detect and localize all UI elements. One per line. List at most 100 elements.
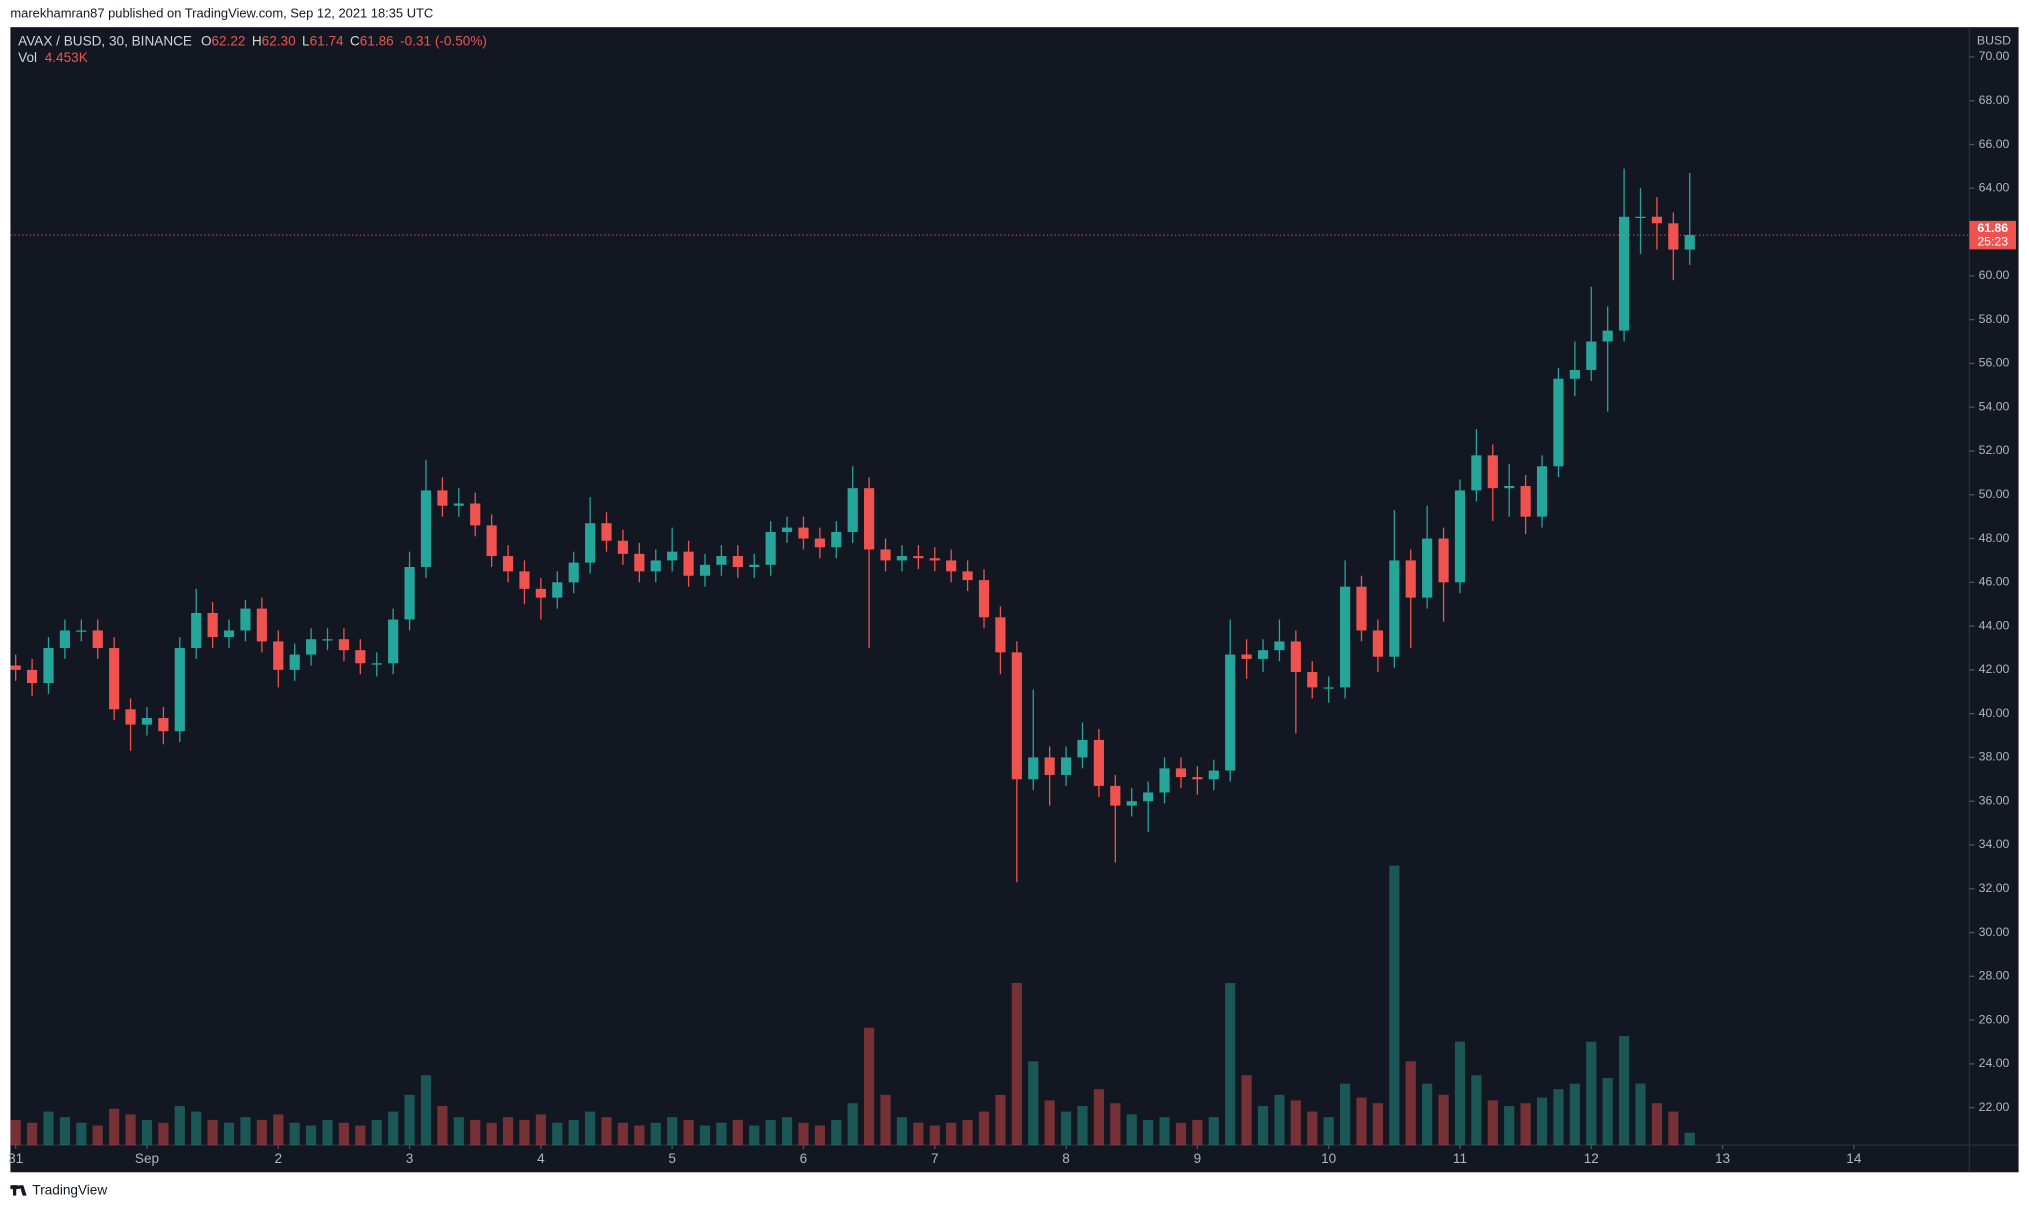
logo-shape: [17, 1185, 21, 1189]
candle-body: [962, 571, 973, 581]
volume-bar: [338, 1122, 350, 1146]
candle-body: [1323, 687, 1334, 689]
volume-bar: [486, 1122, 497, 1146]
legend-value: 62.22: [212, 33, 246, 48]
candle-body: [355, 650, 366, 664]
volume-bar: [1028, 1061, 1039, 1146]
volume-bar: [601, 1117, 612, 1146]
volume-bar: [667, 1117, 678, 1146]
candle-body: [585, 523, 596, 563]
volume-bar: [306, 1125, 317, 1146]
candle-body: [1159, 768, 1170, 793]
y-tick-label: 52.00: [1979, 443, 2010, 457]
legend-key: O: [201, 33, 212, 48]
volume-bar: [683, 1119, 694, 1146]
x-tick-label: 6: [800, 1151, 808, 1166]
candle-body: [1536, 466, 1548, 517]
volume-bar: [1290, 1100, 1301, 1146]
volume-bar: [1553, 1089, 1564, 1146]
candle-body: [1208, 770, 1219, 780]
volume-bar: [962, 1119, 973, 1146]
volume-bar: [1504, 1105, 1515, 1146]
volume-bar: [76, 1122, 87, 1146]
volume-bar: [1126, 1114, 1137, 1146]
candle-body: [1586, 341, 1597, 370]
volume-bar: [1274, 1094, 1285, 1146]
candle-body: [306, 639, 317, 655]
volume-bar: [1405, 1061, 1416, 1146]
candle-body: [125, 709, 136, 725]
candle-body: [831, 531, 842, 548]
volume-bar: [470, 1119, 481, 1146]
candle-body: [864, 488, 875, 550]
volume-bar: [946, 1122, 957, 1146]
volume-bar: [1339, 1083, 1351, 1146]
candle-body: [404, 566, 415, 620]
volume-bar: [896, 1117, 908, 1146]
candle-body: [699, 564, 711, 576]
volume-bar: [207, 1119, 218, 1146]
candle-body: [1126, 801, 1137, 806]
volume-bar: [880, 1094, 891, 1146]
candle-body: [470, 503, 481, 526]
volume-bar: [1159, 1117, 1170, 1146]
volume-bar: [1438, 1094, 1449, 1146]
volume-bar: [256, 1119, 267, 1146]
candle-body: [1257, 650, 1269, 659]
volume-bar: [552, 1122, 563, 1146]
candle-body: [322, 639, 333, 641]
volume-bar: [141, 1119, 153, 1146]
candle-body: [174, 647, 185, 732]
volume-bar: [699, 1125, 711, 1146]
y-tick-label: 22.00: [1979, 1100, 2010, 1114]
candle-body: [158, 718, 169, 732]
candle-body: [1405, 560, 1416, 598]
candle-body: [1011, 652, 1022, 780]
candle-body: [634, 553, 645, 572]
candle-body: [1389, 560, 1400, 657]
volume-bar: [716, 1122, 727, 1146]
volume-bar: [929, 1125, 940, 1146]
volume-bar: [1208, 1117, 1219, 1146]
candle-body: [1356, 586, 1367, 631]
y-tick-label: 60.00: [1979, 268, 2010, 282]
volume-bar: [978, 1111, 990, 1146]
volume-bar: [765, 1119, 776, 1146]
candle-body: [617, 540, 629, 554]
candle-body: [1651, 216, 1663, 224]
candle-body: [781, 527, 793, 532]
y-tick-label: 58.00: [1979, 312, 2010, 326]
x-tick-label: 14: [1846, 1151, 1862, 1166]
candle-body: [240, 608, 251, 631]
volume-bar: [158, 1122, 169, 1146]
volume-bar: [535, 1114, 546, 1146]
volume-bar: [1454, 1041, 1466, 1146]
candle-body: [1602, 330, 1613, 342]
legend-line: AVAX / BUSD, 30, BINANCE O62.22 H62.30 L…: [18, 33, 487, 48]
author-line: marekhamran87 published on TradingView.c…: [10, 6, 433, 21]
candle-body: [1422, 538, 1433, 598]
volume-bar: [273, 1114, 284, 1146]
volume-bar: [585, 1111, 596, 1146]
volume-bar: [322, 1119, 333, 1146]
volume-bar: [453, 1117, 464, 1146]
candle-body: [10, 665, 21, 670]
y-tick-label: 38.00: [1979, 750, 2010, 764]
logo-shape: [13, 1185, 17, 1196]
y-tick-label: 64.00: [1979, 181, 2010, 195]
y-tick-label: 26.00: [1979, 1012, 2010, 1026]
candle-body: [1471, 455, 1482, 491]
candle-body: [289, 654, 300, 670]
volume-bar: [1257, 1105, 1269, 1146]
candle-body: [1110, 785, 1121, 806]
volume-name: Vol: [18, 50, 37, 65]
y-tick-label: 70.00: [1979, 49, 2010, 63]
candle-body: [519, 571, 530, 589]
legend-key: L: [302, 33, 310, 48]
candle-body: [1635, 216, 1646, 219]
volume-bar: [1635, 1083, 1646, 1146]
legend-change: -0.31: [400, 33, 431, 48]
volume-bar: [1569, 1083, 1580, 1146]
candle-body: [207, 612, 218, 638]
candle-body: [1520, 485, 1531, 517]
